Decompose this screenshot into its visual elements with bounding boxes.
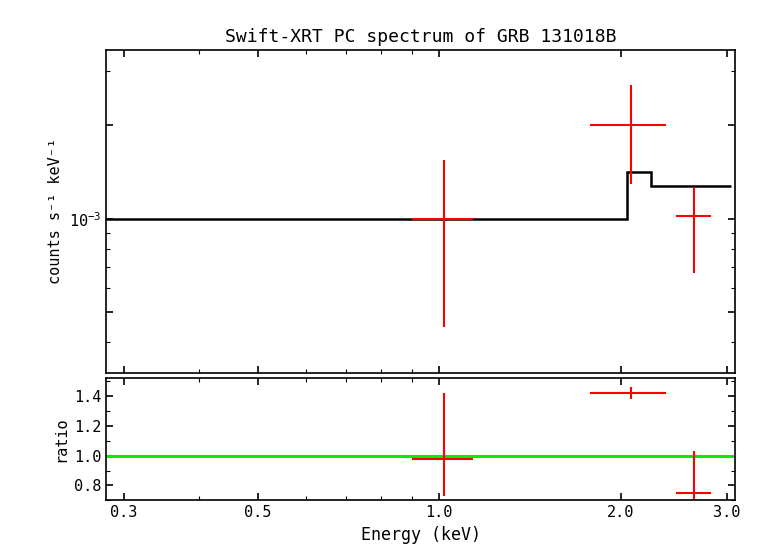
Title: Swift-XRT PC spectrum of GRB 131018B: Swift-XRT PC spectrum of GRB 131018B [225, 28, 616, 46]
Y-axis label: counts s⁻¹ keV⁻¹: counts s⁻¹ keV⁻¹ [48, 138, 63, 284]
X-axis label: Energy (keV): Energy (keV) [361, 526, 481, 544]
Y-axis label: ratio: ratio [53, 416, 68, 462]
